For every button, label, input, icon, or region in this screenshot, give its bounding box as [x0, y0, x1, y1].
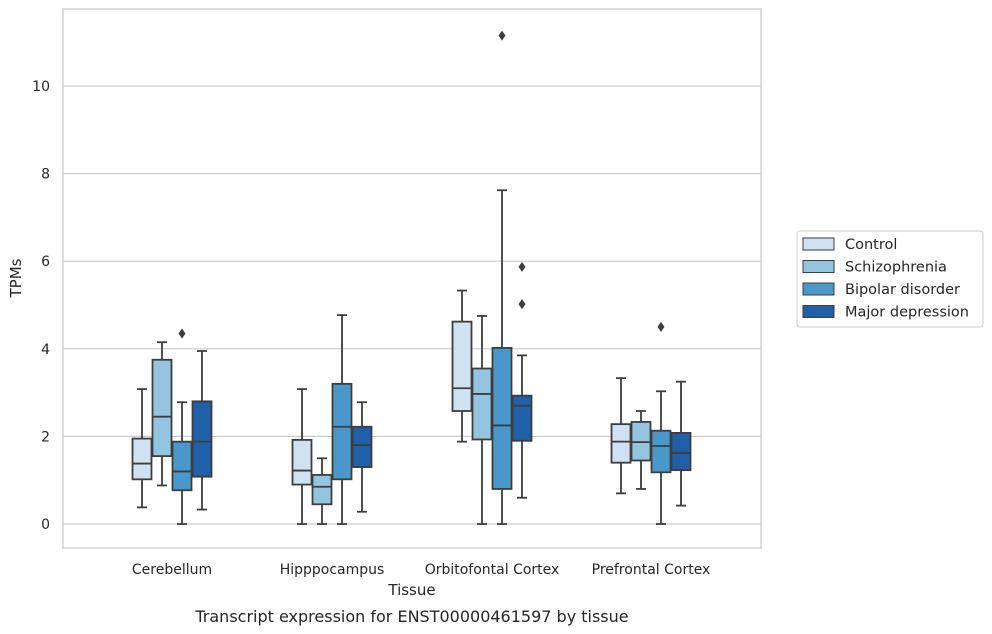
box-body	[131, 437, 153, 481]
outlier-point	[657, 321, 665, 332]
y-tick-label: 2	[41, 429, 50, 445]
x-axis-label: Tissue	[387, 581, 435, 599]
box	[451, 289, 473, 443]
legend-swatch	[802, 282, 835, 296]
x-tick-label: Hipppocampus	[280, 562, 385, 578]
series-schizophrenia	[151, 315, 652, 525]
box	[491, 30, 513, 525]
y-tick-labels: 0 2 4 6 8 10	[32, 79, 50, 533]
box-body	[511, 394, 533, 442]
box	[630, 410, 652, 490]
y-tick-label: 8	[41, 167, 50, 183]
box-body	[650, 429, 672, 474]
box	[331, 314, 353, 525]
x-tick-label: Orbitofontal Cortex	[425, 562, 560, 578]
box	[131, 388, 153, 509]
box-body	[670, 431, 692, 472]
legend-frame	[796, 230, 984, 328]
box-body	[191, 400, 213, 478]
box	[670, 380, 692, 507]
x-tick-labels: Cerebellum Hipppocampus Orbitofontal Corte…	[132, 562, 710, 578]
legend-swatch	[802, 305, 835, 318]
series-control	[131, 289, 632, 525]
box	[191, 350, 213, 511]
outlier-point	[498, 30, 506, 41]
box-body	[151, 358, 173, 458]
y-axis-label: TPMs	[7, 258, 25, 298]
box	[151, 341, 173, 487]
box	[511, 261, 533, 499]
legend-swatch	[802, 237, 835, 251]
box-body	[171, 440, 193, 492]
y-tick-label: 6	[41, 254, 50, 270]
box-body	[311, 474, 333, 506]
box	[650, 321, 672, 525]
box	[291, 388, 313, 525]
outlier-point	[518, 299, 526, 310]
box-body	[491, 347, 513, 490]
legend-label: Schizophrenia	[845, 260, 947, 276]
x-tick-label: Cerebellum	[132, 562, 212, 578]
legend-swatch	[802, 260, 835, 273]
box	[471, 315, 493, 525]
box	[351, 401, 373, 513]
box	[610, 377, 632, 495]
plot-frame	[62, 8, 762, 549]
box-series	[131, 30, 692, 525]
x-tick-label: Prefrontal Cortex	[592, 562, 711, 578]
legend: Control Schizophrenia Bipolar disorder Majo…	[796, 230, 984, 328]
y-tick-label: 0	[41, 517, 50, 533]
box-body	[331, 382, 353, 481]
legend-label: Major depression	[845, 305, 969, 321]
chart-caption: Transcript expression for ENST0000046159…	[194, 607, 628, 626]
legend-label: Bipolar disorder	[845, 282, 960, 298]
box-body	[291, 439, 313, 486]
box	[171, 328, 193, 525]
series-bipolar-disorder	[171, 30, 672, 525]
outlier-point	[518, 261, 526, 272]
box-body	[451, 320, 473, 412]
series-major-depression	[191, 261, 692, 513]
outlier-point	[178, 328, 186, 339]
y-tick-label: 10	[32, 79, 50, 95]
box-body	[351, 425, 373, 468]
box	[311, 457, 333, 525]
box-body	[471, 367, 493, 441]
legend-label: Control	[845, 237, 897, 253]
box-body	[610, 423, 632, 464]
y-tick-label: 4	[41, 342, 50, 358]
